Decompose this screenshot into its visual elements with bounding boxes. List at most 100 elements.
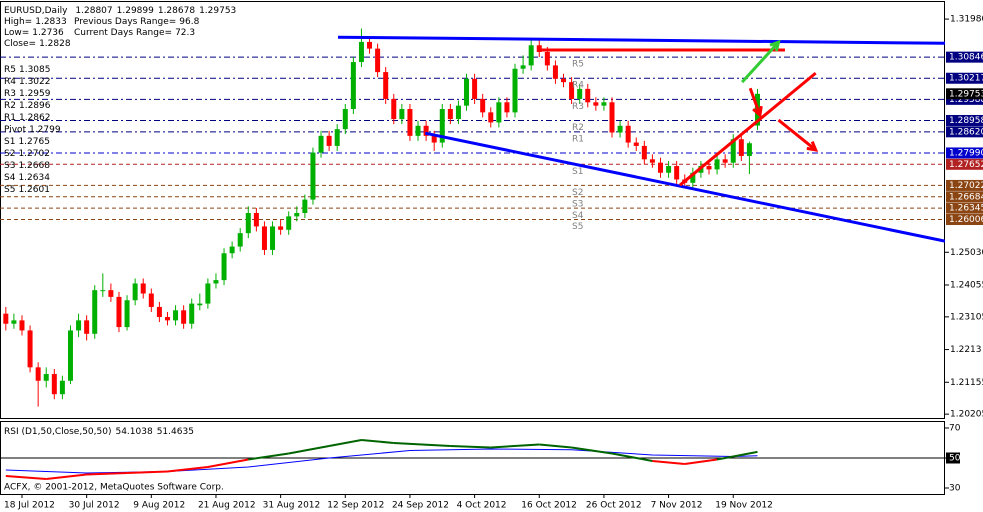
rsi-label: RSI (D1,50,Close,50,50)	[4, 427, 111, 437]
candle-body	[447, 109, 453, 120]
candle-body	[625, 125, 631, 143]
pivot-inline-name: S3	[572, 199, 583, 209]
candle-body	[585, 88, 591, 103]
pivot-inline-name: R5	[572, 60, 584, 70]
candle-body	[496, 102, 502, 123]
candle-body	[666, 166, 672, 173]
info-line: Close= 1.2828	[4, 39, 71, 49]
candle-body	[67, 330, 73, 381]
x-tick-label: 24 Sep 2012	[392, 501, 449, 511]
candle-body	[213, 280, 219, 284]
rsi-tick-label: 50	[949, 454, 961, 464]
candle-body	[657, 162, 663, 173]
candle-body	[108, 290, 114, 297]
candle-body	[690, 172, 696, 183]
rsi-segment	[716, 455, 734, 461]
x-tick-label: 31 Aug 2012	[263, 501, 321, 511]
info-line: Previous Days Range= 96.8	[74, 17, 200, 27]
level-box	[946, 191, 983, 203]
pivot-inline-name: R1	[572, 134, 584, 144]
level-box	[946, 202, 983, 214]
level-label: 1.26006	[949, 215, 983, 225]
level-box	[946, 93, 983, 105]
candle-body	[84, 320, 90, 334]
level-label: 1.28620	[949, 127, 983, 137]
candle-body	[367, 41, 373, 49]
pivot-inline-name: R4	[572, 81, 584, 91]
level-box	[946, 126, 983, 138]
info-label: Close=	[4, 39, 36, 49]
info-line: Low= 1.2736	[4, 28, 64, 38]
candle-body	[399, 109, 405, 120]
candle-body	[431, 135, 437, 143]
pivot-value: 1.2765	[18, 137, 50, 147]
info-value: 96.8	[179, 17, 199, 27]
candle-body	[19, 320, 25, 331]
candle-body	[383, 72, 389, 99]
candle-body	[92, 290, 98, 334]
candle-body	[59, 380, 65, 395]
candle-body	[205, 283, 211, 304]
ohlc-value: 1.29899	[117, 6, 154, 16]
candle-body	[270, 226, 276, 250]
rsi-segment	[733, 450, 758, 458]
pivot-label: S5 1.2601	[4, 185, 50, 195]
pivot-inline-name: R3	[572, 102, 584, 112]
candle-body	[544, 51, 550, 66]
x-tick-label: 12 Sep 2012	[327, 501, 384, 511]
pivot-label: Pivot 1.2799	[4, 125, 61, 135]
candle-body	[140, 283, 146, 294]
candle-body	[552, 65, 558, 79]
pivot-value: 1.2668	[18, 161, 50, 171]
candle-body	[641, 145, 647, 160]
level-box	[946, 214, 983, 226]
pivot-name: S5	[4, 185, 15, 195]
candle-body	[173, 310, 179, 321]
candle-body	[706, 166, 712, 170]
candle-body	[674, 166, 680, 180]
rsi-level-box	[946, 452, 960, 464]
main-panel	[0, 1, 945, 419]
price-area	[0, 28, 945, 407]
y-tick-label: 1.24055	[950, 280, 983, 290]
candle-body	[124, 300, 130, 328]
candle-body	[35, 367, 41, 381]
candle-body	[76, 320, 82, 331]
candle-body	[577, 88, 583, 99]
candle-body	[609, 102, 615, 133]
candle-body	[229, 246, 235, 254]
level-box	[946, 147, 983, 159]
candle-body	[164, 317, 170, 321]
rsi-segment	[86, 472, 128, 476]
candle-body	[593, 102, 599, 106]
y-tick-label: 1.21155	[950, 378, 983, 388]
candle-body	[132, 283, 138, 301]
pivot-label: S4 1.2634	[4, 173, 50, 183]
pivot-value: 1.2799	[29, 125, 61, 135]
pivot-label: R4 1.3022	[4, 77, 50, 87]
info-line: High= 1.2833	[4, 17, 67, 27]
pivot-name: S1	[4, 137, 15, 147]
candle-body	[181, 310, 187, 324]
candle-body	[3, 313, 9, 324]
candle-body	[536, 45, 542, 52]
pivot-name: S2	[4, 149, 15, 159]
trendline	[678, 71, 817, 187]
pivot-label: R5 1.3085	[4, 65, 50, 75]
trendline	[777, 118, 817, 152]
info-line: Current Days Range= 72.3	[74, 28, 195, 38]
rsi-segment	[127, 470, 168, 474]
candle-body	[633, 142, 639, 146]
pivot-inline-name: S5	[572, 222, 583, 232]
pivot-name: S3	[4, 161, 15, 171]
info-value: 1.2736	[32, 28, 64, 38]
rsi-segment	[611, 452, 653, 462]
arrow-head	[752, 105, 763, 118]
ohlc-value: 1.28807	[75, 6, 112, 16]
pivot-value: 1.2634	[18, 173, 50, 183]
candle-body	[221, 253, 227, 281]
candle-body	[649, 159, 655, 163]
pivot-label: R1 1.2862	[4, 113, 50, 123]
info-label: Current Days Range=	[74, 28, 172, 38]
level-label: 1.27990	[949, 148, 983, 158]
